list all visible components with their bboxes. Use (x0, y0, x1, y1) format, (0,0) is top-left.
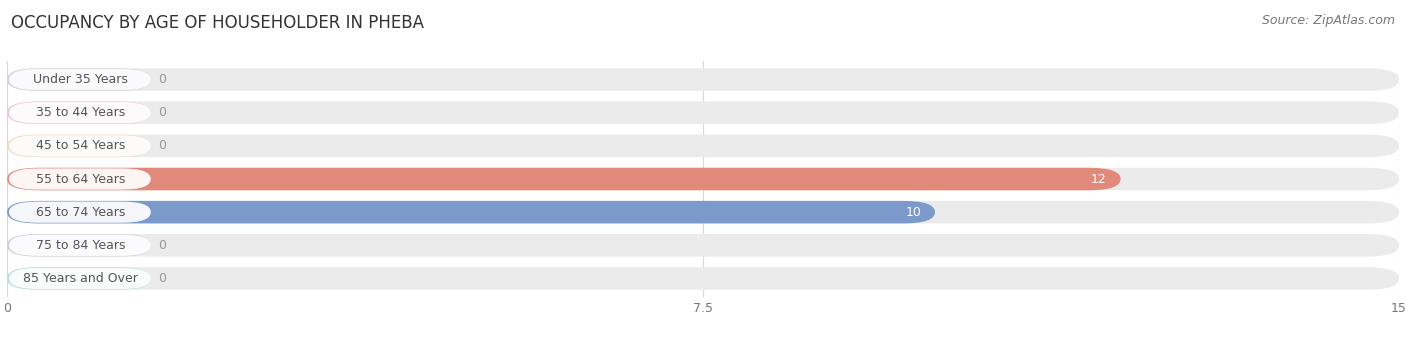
Text: 75 to 84 Years: 75 to 84 Years (37, 239, 125, 252)
FancyBboxPatch shape (7, 201, 935, 223)
Text: 55 to 64 Years: 55 to 64 Years (37, 173, 125, 186)
FancyBboxPatch shape (7, 168, 1121, 190)
FancyBboxPatch shape (7, 135, 150, 157)
FancyBboxPatch shape (7, 267, 1399, 290)
Text: Under 35 Years: Under 35 Years (34, 73, 128, 86)
Text: 0: 0 (159, 272, 166, 285)
FancyBboxPatch shape (7, 267, 150, 290)
FancyBboxPatch shape (8, 168, 150, 190)
FancyBboxPatch shape (8, 135, 150, 157)
FancyBboxPatch shape (7, 168, 1399, 190)
Text: 0: 0 (159, 139, 166, 152)
FancyBboxPatch shape (7, 234, 150, 256)
FancyBboxPatch shape (8, 69, 150, 90)
FancyBboxPatch shape (7, 135, 1399, 157)
Text: 35 to 44 Years: 35 to 44 Years (37, 106, 125, 119)
FancyBboxPatch shape (7, 234, 1399, 256)
Text: 85 Years and Over: 85 Years and Over (24, 272, 138, 285)
FancyBboxPatch shape (7, 68, 1399, 91)
FancyBboxPatch shape (8, 202, 150, 223)
Text: 0: 0 (159, 239, 166, 252)
Text: 0: 0 (159, 106, 166, 119)
Text: OCCUPANCY BY AGE OF HOUSEHOLDER IN PHEBA: OCCUPANCY BY AGE OF HOUSEHOLDER IN PHEBA (11, 14, 425, 32)
Text: 0: 0 (159, 73, 166, 86)
Text: 45 to 54 Years: 45 to 54 Years (37, 139, 125, 152)
FancyBboxPatch shape (7, 102, 1399, 124)
FancyBboxPatch shape (7, 201, 1399, 223)
Text: 10: 10 (905, 206, 921, 219)
Text: Source: ZipAtlas.com: Source: ZipAtlas.com (1261, 14, 1395, 27)
FancyBboxPatch shape (7, 68, 150, 91)
FancyBboxPatch shape (8, 268, 150, 289)
Text: 12: 12 (1091, 173, 1107, 186)
FancyBboxPatch shape (8, 235, 150, 256)
FancyBboxPatch shape (7, 102, 150, 124)
FancyBboxPatch shape (8, 102, 150, 123)
Text: 65 to 74 Years: 65 to 74 Years (37, 206, 125, 219)
